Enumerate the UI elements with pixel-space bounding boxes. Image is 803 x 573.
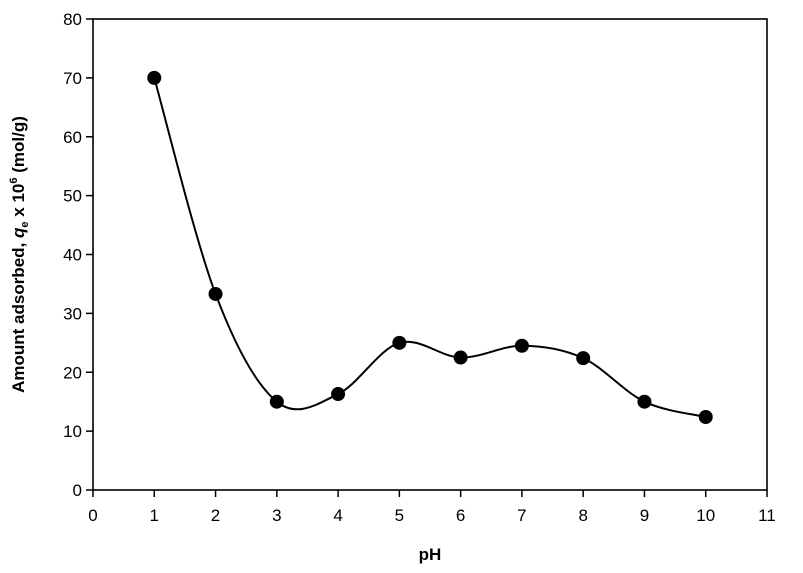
x-tick-label: 2 (211, 506, 220, 525)
y-axis-title-superscript: 6 (8, 178, 20, 184)
data-point (269, 394, 284, 409)
data-point (453, 350, 468, 365)
y-axis-title-middle: x 10 (9, 184, 28, 222)
y-axis-title-subscript: e (19, 221, 31, 227)
y-tick-label: 80 (63, 10, 82, 29)
y-axis-ticks: 0 10 20 30 40 50 60 70 80 (63, 10, 93, 500)
x-tick-label: 6 (456, 506, 465, 525)
data-point (392, 335, 407, 350)
x-tick-label: 5 (395, 506, 404, 525)
y-tick-label: 60 (63, 128, 82, 147)
y-tick-label: 20 (63, 363, 82, 382)
y-axis-title-symbol: q (9, 227, 28, 238)
x-tick-label: 3 (272, 506, 281, 525)
x-tick-label: 1 (150, 506, 159, 525)
y-tick-label: 10 (63, 422, 82, 441)
data-point (208, 286, 223, 301)
x-axis-title: pH (419, 545, 442, 564)
x-tick-label: 11 (758, 506, 776, 525)
x-tick-label: 9 (640, 506, 649, 525)
plot-area-frame (92, 18, 768, 491)
x-tick-label: 7 (517, 506, 526, 525)
data-point (576, 351, 591, 366)
data-point (331, 387, 346, 402)
y-tick-label: 0 (73, 481, 82, 500)
y-tick-label: 50 (63, 187, 82, 206)
y-tick-label: 40 (63, 246, 82, 265)
data-point (147, 70, 162, 85)
y-axis-title-prefix: Amount adsorbed, (9, 238, 28, 393)
x-tick-label: 4 (333, 506, 342, 525)
x-tick-label: 8 (578, 506, 587, 525)
fitted-curve (153, 77, 706, 418)
data-point (698, 409, 713, 424)
data-points (147, 70, 713, 424)
x-tick-label: 0 (88, 506, 97, 525)
data-point (637, 394, 652, 409)
y-axis-title-suffix: (mol/g) (9, 116, 28, 177)
y-tick-label: 30 (63, 304, 82, 323)
x-tick-label: 10 (696, 506, 715, 525)
x-axis-ticks: 0 1 2 3 4 5 6 7 8 9 10 11 (88, 490, 776, 525)
y-axis-title: Amount adsorbed, qe x 106 (mol/g) (8, 116, 31, 393)
data-point (514, 338, 529, 353)
y-tick-label: 70 (63, 69, 82, 88)
